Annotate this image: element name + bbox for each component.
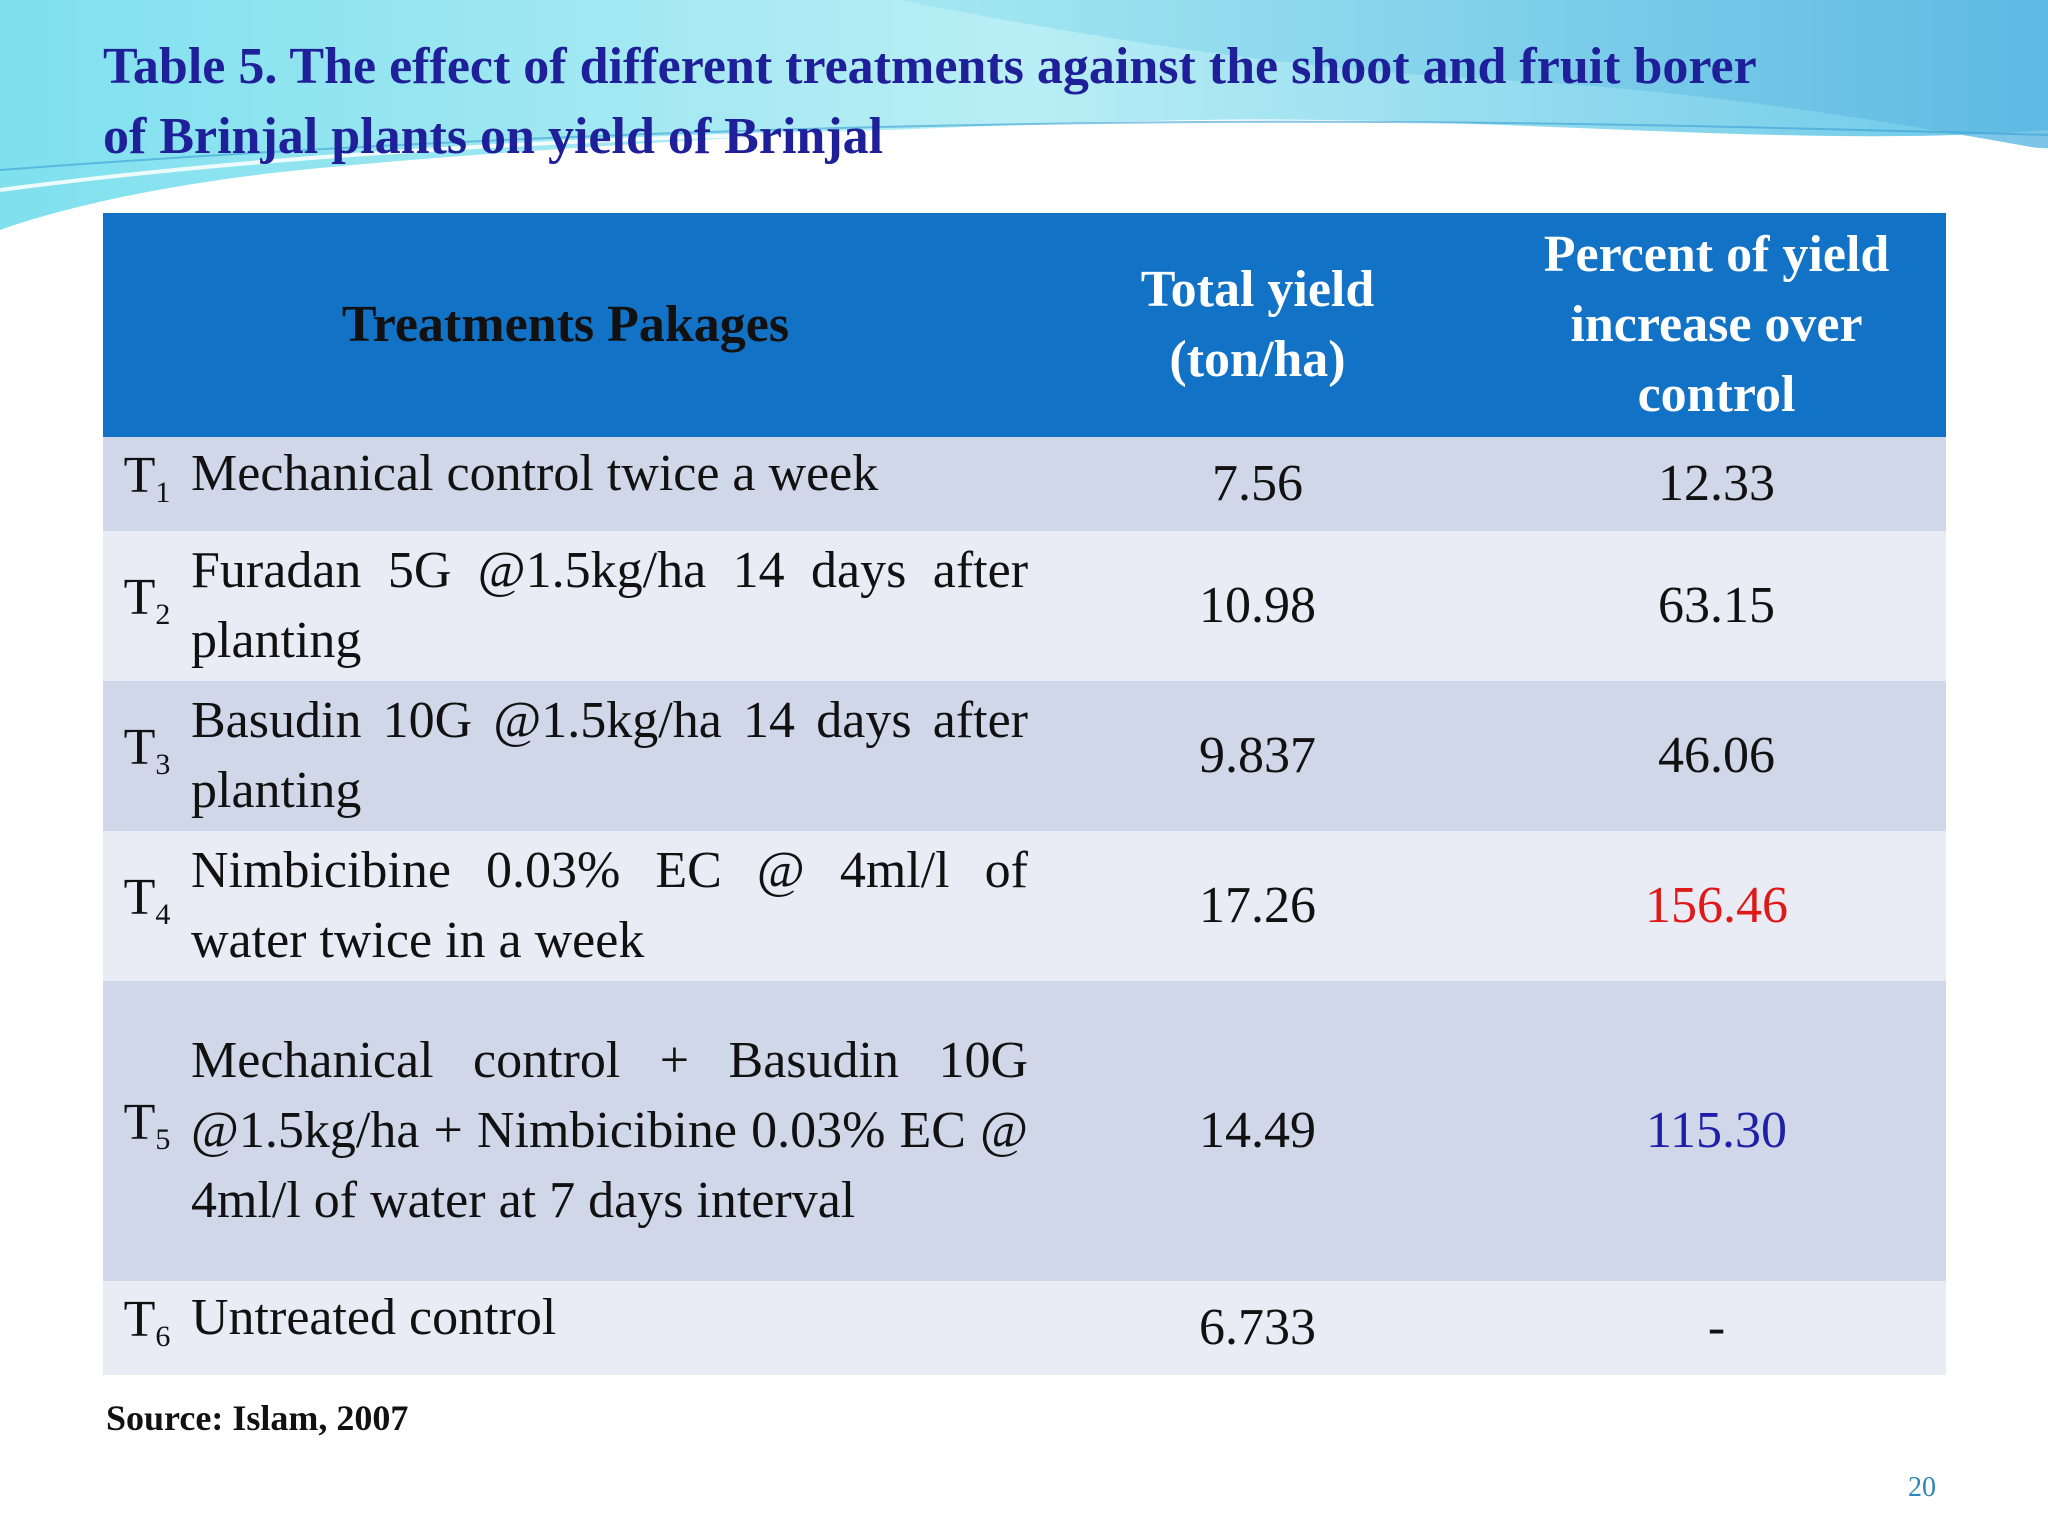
treatment-code: T3 [103, 681, 191, 831]
table-row: T1 Mechanical control twice a week 7.56 … [103, 437, 1947, 531]
table-row: T2 Furadan 5G @1.5kg/ha 14 days after pl… [103, 531, 1947, 681]
table-row: T4 Nimbicibine 0.03% EC @ 4ml/l of water… [103, 831, 1947, 981]
total-yield-value: 14.49 [1028, 981, 1488, 1281]
percent-increase-value-highlight: 156.46 [1487, 831, 1947, 981]
table-row: T6 Untreated control 6.733 - [103, 1281, 1947, 1375]
treatment-code: T2 [103, 531, 191, 681]
header-percent-line-1: Percent of yield [1543, 226, 1890, 283]
percent-increase-value: 12.33 [1487, 437, 1947, 531]
source-note: Source: Islam, 2007 [106, 1398, 409, 1438]
total-yield-value: 9.837 [1028, 681, 1488, 831]
header-total-yield-line: Total yield [1140, 261, 1375, 318]
yield-table: Treatments Pakages Total yield (ton/ha) … [103, 213, 1947, 1375]
treatment-description: Nimbicibine 0.03% EC @ 4ml/l of water tw… [191, 831, 1029, 981]
table-row: T3 Basudin 10G @1.5kg/ha 14 days after p… [103, 681, 1947, 831]
percent-increase-value-highlight: 115.30 [1487, 981, 1947, 1281]
treatment-code: T1 [103, 437, 191, 531]
total-yield-value: 6.733 [1028, 1281, 1488, 1375]
percent-increase-value: 63.15 [1487, 531, 1947, 681]
page-number: 20 [1908, 1472, 1936, 1503]
table-row: T5 Mechanical control + Basudin 10G @1.5… [103, 981, 1947, 1281]
treatment-description: Untreated control [191, 1281, 1029, 1375]
treatment-code: T6 [103, 1281, 191, 1375]
treatment-code: T5 [103, 981, 191, 1281]
header-wave-decoration [0, 0, 2048, 230]
total-yield-value: 17.26 [1028, 831, 1488, 981]
header-percent-line-2: increase over [1570, 296, 1863, 353]
header-percent-line-3: control [1637, 366, 1796, 423]
total-yield-value: 10.98 [1028, 531, 1488, 681]
treatment-description: Furadan 5G @1.5kg/ha 14 days after plant… [191, 531, 1029, 681]
header-percent-increase: Percent of yield increase over control [1487, 213, 1947, 437]
slide-title-line-2: of Brinjal plants on yield of Brinjal [103, 108, 884, 165]
percent-increase-value: 46.06 [1487, 681, 1947, 831]
header-treatments: Treatments Pakages [103, 213, 1029, 437]
percent-increase-value: - [1487, 1281, 1947, 1375]
total-yield-value: 7.56 [1028, 437, 1488, 531]
treatment-description: Mechanical control + Basudin 10G @1.5kg/… [191, 981, 1029, 1281]
header-total-yield-unit: (ton/ha) [1169, 331, 1346, 388]
treatment-description: Basudin 10G @1.5kg/ha 14 days after plan… [191, 681, 1029, 831]
table-header-row: Treatments Pakages Total yield (ton/ha) … [103, 213, 1947, 437]
slide-title: Table 5. The effect of different treatme… [103, 32, 1983, 172]
header-total-yield: Total yield (ton/ha) [1028, 213, 1488, 437]
treatment-description: Mechanical control twice a week [191, 437, 1029, 531]
slide-title-line-1: Table 5. The effect of different treatme… [103, 38, 1757, 95]
treatment-code: T4 [103, 831, 191, 981]
